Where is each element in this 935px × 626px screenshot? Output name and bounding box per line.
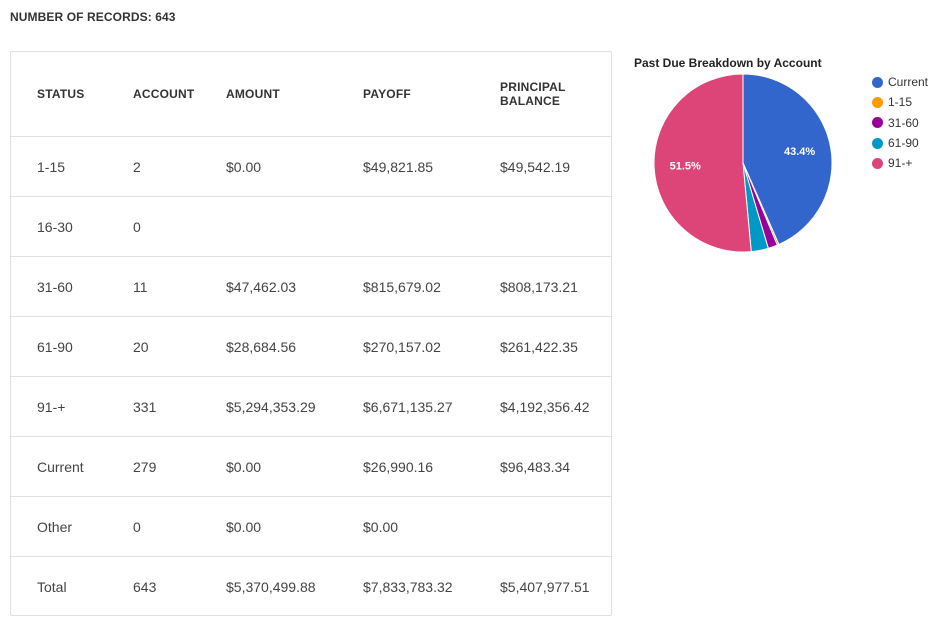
- cell-account: 643: [133, 578, 157, 595]
- cell-amount: $5,370,499.88: [226, 578, 316, 595]
- cell-account: 11: [133, 256, 226, 317]
- legend-swatch: [872, 76, 883, 88]
- table-row[interactable]: 31-60 11 $47,462.03 $815,679.02 $808,173…: [11, 256, 611, 317]
- cell-principal-balance: $49,542.19: [500, 136, 611, 197]
- cell-status: 1-15: [11, 136, 133, 197]
- records-count: NUMBER OF RECORDS: 643: [10, 10, 176, 24]
- cell-payoff: $815,679.02: [363, 256, 500, 317]
- cell-payoff: [363, 196, 500, 257]
- cell-principal-balance: $96,483.34: [500, 436, 611, 497]
- table-row[interactable]: Current 279 $0.00 $26,990.16 $96,483.34: [11, 436, 611, 497]
- cell-account: 331: [133, 376, 226, 437]
- legend-label: 31-60: [888, 115, 919, 130]
- cell-principal-balance: [500, 496, 611, 557]
- pie-chart[interactable]: 43.4% 51.5%: [650, 70, 840, 260]
- cell-amount: [226, 196, 363, 257]
- cell-principal-balance: $4,192,356.42: [500, 376, 611, 437]
- cell-status: Other: [11, 496, 133, 557]
- cell-amount: $0.00: [226, 136, 363, 197]
- cell-amount: $0.00: [226, 496, 363, 557]
- table-row[interactable]: 16-30 0: [11, 196, 611, 257]
- cell-status: 16-30: [11, 196, 133, 257]
- cell-status: 61-90: [11, 316, 133, 377]
- table-row[interactable]: Other 0 $0.00 $0.00: [11, 496, 611, 557]
- table-total-row[interactable]: Total 643 $5,370,499.88 $7,833,783.32 $5…: [11, 557, 611, 616]
- cell-payoff: $0.00: [363, 496, 500, 557]
- cell-payoff: $7,833,783.32: [363, 578, 453, 595]
- cell-account: 20: [133, 316, 226, 377]
- cell-payoff: $26,990.16: [363, 436, 500, 497]
- legend-label: 1-15: [888, 95, 913, 110]
- cell-account: 0: [133, 196, 226, 257]
- table-header-row: STATUS ACCOUNT AMOUNT PAYOFF PRINCIPAL B…: [11, 52, 611, 137]
- cell-account: 2: [133, 136, 226, 197]
- cell-principal-balance: $261,422.35: [500, 316, 611, 377]
- column-header-principal-balance[interactable]: PRINCIPAL BALANCE: [500, 52, 611, 137]
- legend-item[interactable]: 61-90: [872, 133, 928, 153]
- table-row[interactable]: 1-15 2 $0.00 $49,821.85 $49,542.19: [11, 136, 611, 197]
- cell-account: 279: [133, 436, 226, 497]
- legend-item[interactable]: 1-15: [872, 92, 928, 112]
- cell-status: Total: [37, 578, 67, 595]
- legend-label: Current: [888, 75, 929, 90]
- records-table-card: STATUS ACCOUNT AMOUNT PAYOFF PRINCIPAL B…: [10, 51, 612, 616]
- cell-amount: $5,294,353.29: [226, 376, 363, 437]
- legend-label: 61-90: [888, 136, 919, 151]
- cell-payoff: $270,157.02: [363, 316, 500, 377]
- column-header-amount[interactable]: AMOUNT: [226, 52, 363, 137]
- legend-item[interactable]: 91-+: [872, 153, 928, 173]
- legend-item[interactable]: 31-60: [872, 113, 928, 133]
- chart-legend: Current 1-15 31-60 61-90 91-+: [872, 72, 928, 173]
- cell-amount: $0.00: [226, 436, 363, 497]
- cell-status: 91-+: [11, 376, 133, 437]
- cell-payoff: $49,821.85: [363, 136, 500, 197]
- pie-slice-label: 51.5%: [670, 161, 701, 173]
- column-header-status[interactable]: STATUS: [11, 52, 133, 137]
- legend-swatch: [872, 117, 883, 129]
- cell-amount: $28,684.56: [226, 316, 363, 377]
- column-header-account[interactable]: ACCOUNT: [133, 52, 226, 137]
- chart-title: Past Due Breakdown by Account: [634, 56, 822, 70]
- column-header-payoff[interactable]: PAYOFF: [363, 52, 500, 137]
- legend-item[interactable]: Current: [872, 72, 928, 92]
- pie-slice-91[interactable]: [653, 73, 752, 253]
- pie-slice-label: 43.4%: [784, 146, 815, 158]
- cell-status: 31-60: [11, 256, 133, 317]
- cell-amount: $47,462.03: [226, 256, 363, 317]
- cell-principal-balance: $5,407,977.51: [500, 578, 590, 595]
- cell-payoff: $6,671,135.27: [363, 376, 500, 437]
- legend-label: 91-+: [888, 156, 913, 171]
- cell-status: Current: [11, 436, 133, 497]
- pie-slice-current[interactable]: [742, 73, 833, 246]
- cell-principal-balance: $808,173.21: [500, 256, 611, 317]
- table-row[interactable]: 91-+ 331 $5,294,353.29 $6,671,135.27 $4,…: [11, 376, 611, 437]
- legend-swatch: [872, 137, 883, 149]
- records-table: STATUS ACCOUNT AMOUNT PAYOFF PRINCIPAL B…: [11, 52, 611, 616]
- cell-principal-balance: [500, 196, 611, 257]
- table-row[interactable]: 61-90 20 $28,684.56 $270,157.02 $261,422…: [11, 316, 611, 377]
- cell-account: 0: [133, 496, 226, 557]
- legend-swatch: [872, 96, 883, 108]
- legend-swatch: [872, 157, 883, 169]
